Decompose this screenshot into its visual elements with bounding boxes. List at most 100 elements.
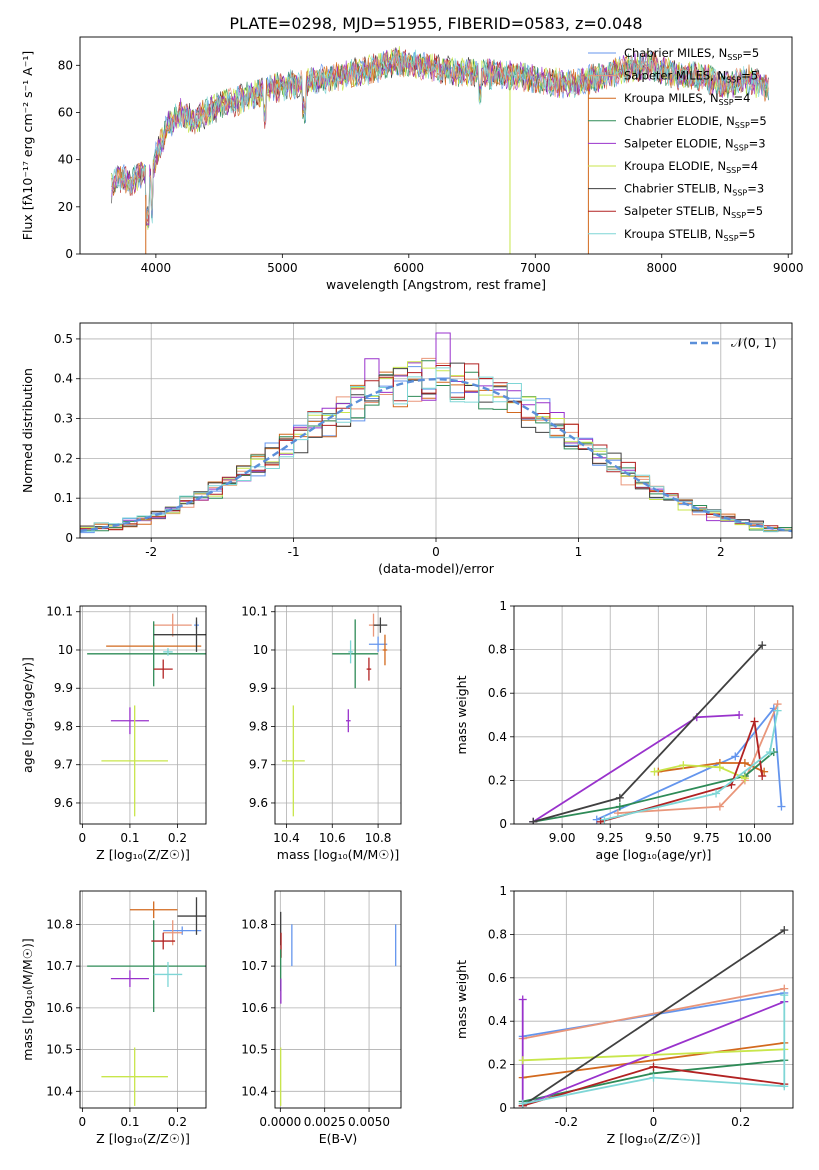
x-tick-label: 0 <box>79 1115 87 1129</box>
y-tick-label: 10.5 <box>241 1043 268 1057</box>
x-tick-label: 0.0050 <box>348 1115 390 1129</box>
y-tick-label: 9.8 <box>249 719 268 733</box>
legend-label: Salpeter MILES, NSSP=5 <box>624 69 758 85</box>
y-tick-label: 9.7 <box>54 758 73 772</box>
y-tick-label: 10 <box>253 643 268 657</box>
y-tick-label: 0.8 <box>488 643 507 657</box>
y-axis-label: mass weight <box>454 960 469 1039</box>
y-axis-label: mass weight <box>454 675 469 754</box>
legend-label: Chabrier MILES, NSSP=5 <box>624 46 759 62</box>
x-tick-label: 10.00 <box>737 831 771 845</box>
weight-line <box>617 703 779 814</box>
y-tick-label: 10 <box>58 643 73 657</box>
legend-label: Kroupa MILES, NSSP=4 <box>624 91 750 107</box>
y-tick-label: 0 <box>65 531 73 545</box>
y-tick-label: 0.1 <box>54 491 73 505</box>
x-tick-label: 9000 <box>773 261 804 275</box>
y-tick-label: 9.9 <box>54 681 73 695</box>
y-tick-label: 0.5 <box>54 332 73 346</box>
y-tick-label: 10.4 <box>241 1084 268 1098</box>
x-tick-label: 0 <box>79 831 87 845</box>
y-tick-label: 10.6 <box>46 1001 73 1015</box>
y-tick-label: 60 <box>58 105 73 119</box>
y-tick-label: 10.5 <box>46 1043 73 1057</box>
y-tick-label: 9.6 <box>54 796 73 810</box>
age-vs-z-axes: 0 0.1 0.2 9.6 9.7 9.8 9.9 10 10.1 Z [log₁₀(Z/Z☉)]… <box>20 605 206 862</box>
plot-frame <box>79 890 207 1109</box>
x-tick-label: 5000 <box>267 261 298 275</box>
weight-line <box>522 995 786 1105</box>
x-tick-label: -1 <box>288 545 300 559</box>
y-axis-label: Normed distribution <box>20 368 35 493</box>
plot-frame <box>79 322 793 539</box>
legend-label: Kroupa STELIB, NSSP=5 <box>624 227 755 243</box>
figure-title: PLATE=0298, MJD=51955, FIBERID=0583, z=0… <box>229 14 642 33</box>
plot-frame <box>79 605 207 825</box>
y-tick-label: 10.8 <box>241 917 268 931</box>
x-axis-label: wavelength [Angstrom, rest frame] <box>326 277 546 292</box>
x-axis-label: E(B-V) <box>319 1131 358 1146</box>
weight-line <box>522 987 785 1040</box>
x-tick-label: 0.0000 <box>259 1115 301 1129</box>
y-tick-label: 0.8 <box>488 927 507 941</box>
mass-vs-ebv-points <box>280 911 397 1106</box>
weight-vs-z-axes: -0.2 0 0.2 0 0.2 0.4 0.6 0.8 1 Z [log₁₀(Z/Z☉)] mas… <box>454 884 793 1146</box>
y-tick-label: 0.4 <box>54 372 73 386</box>
x-tick-label: 2 <box>717 545 725 559</box>
plot-frame <box>274 890 402 1109</box>
y-tick-label: 10.6 <box>241 1001 268 1015</box>
weight-line <box>596 706 783 821</box>
x-tick-label: 0 <box>650 1115 658 1129</box>
y-tick-label: 80 <box>58 58 73 72</box>
plot-frame <box>513 890 794 1109</box>
x-tick-label: 9.25 <box>597 831 624 845</box>
y-tick-label: 0.4 <box>488 730 507 744</box>
weight-line <box>522 1042 785 1079</box>
y-tick-label: 0.6 <box>488 686 507 700</box>
legend-label: Kroupa ELODIE, NSSP=4 <box>624 159 758 175</box>
x-axis-label: (data-model)/error <box>378 561 495 576</box>
x-axis-label: mass [log₁₀(M/M☉)] <box>277 847 399 862</box>
x-tick-label: -2 <box>145 545 157 559</box>
y-tick-label: 0.2 <box>54 451 73 465</box>
y-tick-label: 1 <box>499 599 507 613</box>
x-tick-label: 0.1 <box>120 1115 139 1129</box>
y-axis-label: mass [log₁₀(M/M☉)] <box>20 938 35 1060</box>
x-tick-label: 0.2 <box>168 1115 187 1129</box>
x-axis-label: Z [log₁₀(Z/Z☉)] <box>96 1131 190 1146</box>
weight-line <box>532 644 763 823</box>
y-tick-label: 10.4 <box>46 1084 73 1098</box>
y-tick-label: 40 <box>58 153 73 167</box>
y-tick-label: 10.8 <box>46 917 73 931</box>
y-tick-label: 20 <box>58 200 73 214</box>
y-tick-label: 10.7 <box>241 959 268 973</box>
x-tick-label: 0.2 <box>168 831 187 845</box>
x-tick-label: -0.2 <box>555 1115 578 1129</box>
residual-legend: 𝒩(0, 1) <box>690 335 777 350</box>
y-tick-label: 0 <box>499 1101 507 1115</box>
weight-line <box>522 929 785 1107</box>
x-tick-label: 0.1 <box>120 831 139 845</box>
x-tick-label: 10.6 <box>319 831 346 845</box>
weight-vs-age-lines <box>529 641 786 824</box>
x-tick-label: 7000 <box>520 261 551 275</box>
plot-frame <box>274 605 402 825</box>
weight-line <box>522 992 785 1038</box>
age-vs-z-points <box>87 613 206 817</box>
legend-label: 𝒩(0, 1) <box>731 335 777 350</box>
weight-vs-z-lines <box>518 926 789 1108</box>
plot-frame <box>513 605 794 825</box>
legend-label: Chabrier ELODIE, NSSP=5 <box>624 114 767 130</box>
x-tick-label: 10.8 <box>365 831 392 845</box>
y-tick-label: 10.7 <box>46 959 73 973</box>
weight-line <box>654 764 746 780</box>
spectrum-line <box>111 48 769 224</box>
x-axis-label: age [log₁₀(age/yr)] <box>596 847 712 862</box>
spectrum-lines <box>111 46 769 254</box>
normal-curve <box>80 377 792 533</box>
spectrum-legend: Chabrier MILES, NSSP=5 Salpeter MILES, NS… <box>588 46 767 243</box>
x-tick-label: 6000 <box>394 261 425 275</box>
x-axis-label: Z [log₁₀(Z/Z☉)] <box>607 1131 701 1146</box>
weight-line <box>533 751 775 823</box>
